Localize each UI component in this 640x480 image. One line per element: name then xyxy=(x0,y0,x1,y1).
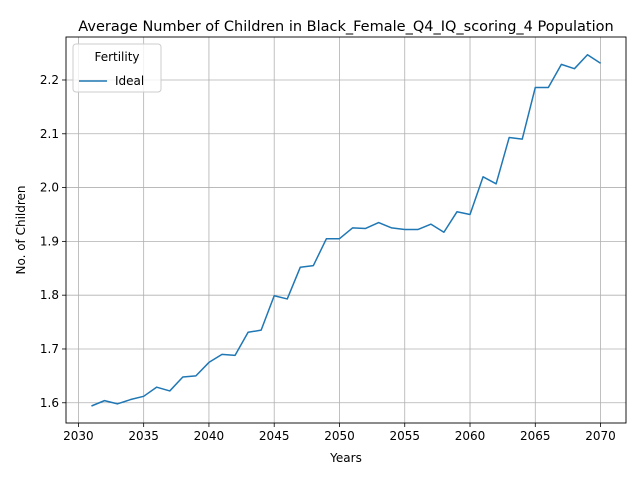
y-tick-label: 1.7 xyxy=(40,342,59,356)
x-tick-label: 2050 xyxy=(324,429,355,443)
grid xyxy=(66,37,626,423)
y-tick-label: 2.2 xyxy=(40,73,59,87)
y-ticks: 1.6 1.7 1.8 1.9 2.0 2.1 2.2 xyxy=(40,73,66,410)
series-line-ideal xyxy=(91,53,601,407)
x-tick-label: 2045 xyxy=(259,429,290,443)
y-tick-label: 1.6 xyxy=(40,396,59,410)
legend-box xyxy=(72,43,162,93)
x-tick-label: 2035 xyxy=(128,429,159,443)
x-tick-label: 2060 xyxy=(455,429,486,443)
x-tick-label: 2070 xyxy=(585,429,616,443)
y-tick-label: 2.1 xyxy=(40,127,59,141)
plot-lines xyxy=(91,53,601,407)
x-tick-label: 2030 xyxy=(63,429,94,443)
legend: Fertility Ideal xyxy=(72,43,162,93)
legend-label-ideal: Ideal xyxy=(115,74,144,88)
chart-title: Average Number of Children in Black_Fema… xyxy=(78,19,613,35)
x-ticks: 2030 2035 2040 2045 2050 2055 2060 2065 2070 xyxy=(63,423,616,443)
x-tick-label: 2040 xyxy=(194,429,225,443)
y-tick-label: 1.9 xyxy=(40,234,59,248)
y-tick-label: 2.0 xyxy=(40,181,59,195)
axes-frame xyxy=(65,36,627,424)
y-axis-label: No. of Children xyxy=(14,185,28,274)
x-tick-label: 2055 xyxy=(389,429,420,443)
x-axis-label: Years xyxy=(329,451,362,465)
legend-title: Fertility xyxy=(94,50,139,64)
x-tick-label: 2065 xyxy=(520,429,551,443)
y-tick-label: 1.8 xyxy=(40,288,59,302)
